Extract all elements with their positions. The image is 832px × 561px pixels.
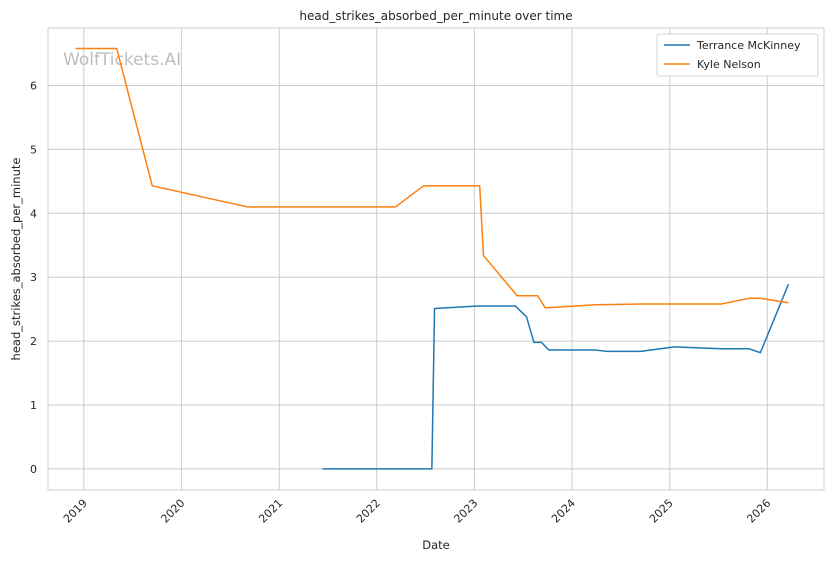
y-tick-label: 6 xyxy=(30,80,37,93)
series-layer xyxy=(75,47,790,470)
chart-title: head_strikes_absorbed_per_minute over ti… xyxy=(299,9,572,23)
x-tick-label: 2026 xyxy=(744,497,773,526)
x-tick-label: 2020 xyxy=(159,497,188,526)
legend-box xyxy=(656,33,819,77)
y-tick-label: 4 xyxy=(30,207,37,220)
series-line-2 xyxy=(75,47,789,309)
legend: Terrance McKinney Kyle Nelson xyxy=(656,33,819,77)
x-tick-label: 2022 xyxy=(354,497,383,526)
y-tick-label: 2 xyxy=(30,335,37,348)
y-axis-ticks: 0 1 2 3 4 5 6 xyxy=(30,80,37,476)
plot-frame xyxy=(47,27,825,491)
y-tick-label: 1 xyxy=(30,399,37,412)
grid xyxy=(48,28,824,490)
x-tick-label: 2024 xyxy=(549,497,578,526)
y-axis-label: head_strikes_absorbed_per_minute xyxy=(9,158,23,361)
y-tick-label: 5 xyxy=(30,143,37,156)
y-tick-label: 3 xyxy=(30,271,37,284)
x-tick-label: 2021 xyxy=(256,497,285,526)
y-tick-label: 0 xyxy=(30,463,37,476)
x-tick-label: 2025 xyxy=(647,497,676,526)
x-axis-label: Date xyxy=(422,538,450,552)
legend-label-1: Terrance McKinney xyxy=(696,39,801,52)
watermark: WolfTickets.AI xyxy=(63,50,181,70)
x-axis-ticks: 2019 2020 2021 2022 2023 2024 2025 2026 xyxy=(61,497,774,526)
x-tick-label: 2019 xyxy=(61,497,90,526)
legend-label-2: Kyle Nelson xyxy=(697,58,761,71)
plot-area-background xyxy=(48,28,824,490)
series-line-1 xyxy=(322,283,790,470)
x-tick-label: 2023 xyxy=(451,497,480,526)
